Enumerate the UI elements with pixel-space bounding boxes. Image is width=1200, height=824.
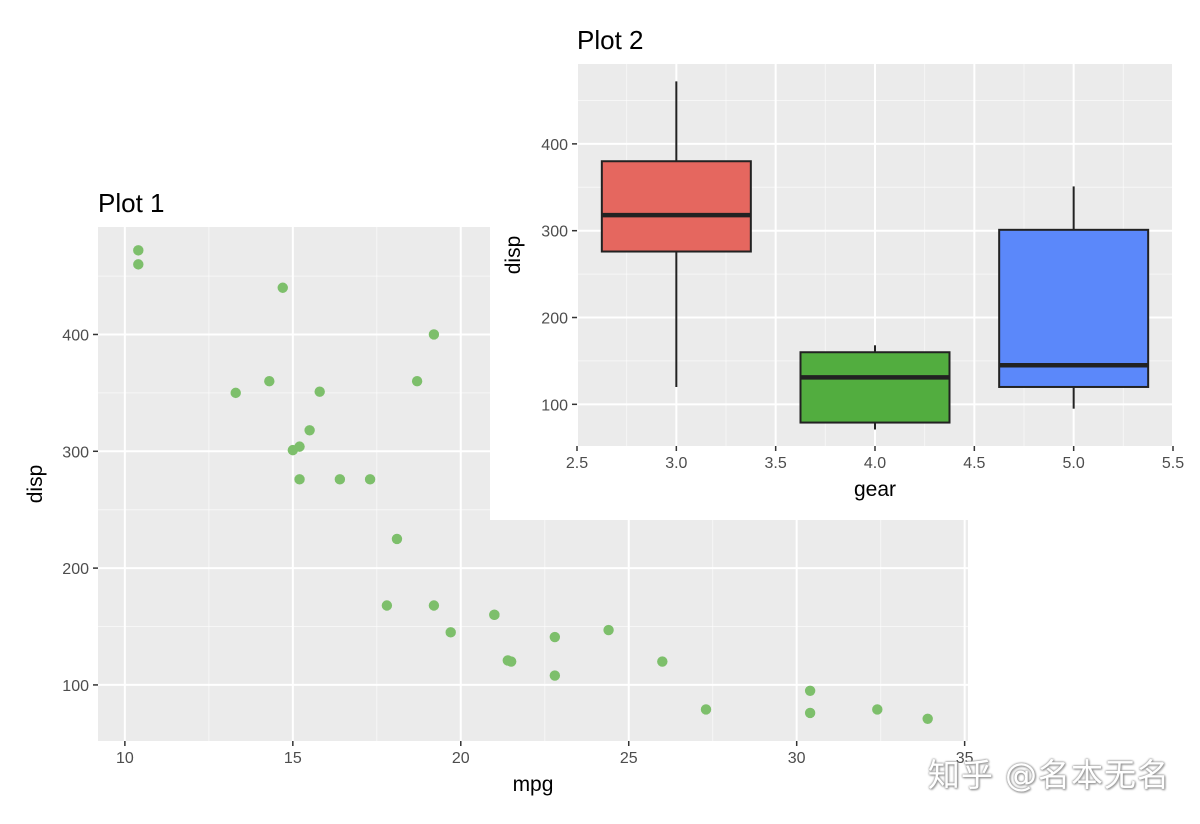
plot2-x-tick-label: 2.5 <box>566 455 588 472</box>
plot1-y-tick-label: 400 <box>62 327 89 344</box>
scatter-point <box>314 386 325 397</box>
plot1-title: Plot 1 <box>98 188 165 218</box>
scatter-point <box>700 704 712 715</box>
plot1-x-tick-label: 20 <box>452 750 470 767</box>
scatter-point <box>133 245 144 256</box>
plot1-x-axis-title: mpg <box>513 773 554 796</box>
scatter-point <box>549 670 561 681</box>
scatter-point <box>922 713 933 725</box>
plot2-x-tick-label: 3.0 <box>665 455 687 472</box>
box-body <box>600 160 752 253</box>
plot2-x-tick-label: 4.5 <box>963 455 985 472</box>
plot1-y-tick-label: 200 <box>62 561 89 578</box>
plot2-y-axis-title: disp <box>502 236 525 275</box>
scatter-point <box>277 282 288 293</box>
scatter-point <box>304 425 315 436</box>
plot1-x-tick-label: 10 <box>116 750 134 767</box>
box-body <box>998 228 1150 388</box>
plot2-x-axis-title: gear <box>854 478 896 501</box>
scatter-point <box>804 685 816 696</box>
scatter-point <box>411 376 423 387</box>
scatter-point <box>804 707 816 719</box>
plot1-y-tick-label: 100 <box>62 678 89 695</box>
plot1-x-tick-label: 25 <box>620 750 638 767</box>
scatter-point <box>381 600 393 611</box>
plot2-x-tick-label: 5.5 <box>1162 455 1184 472</box>
scatter-point <box>549 631 561 643</box>
plot2-y-tick-label: 300 <box>541 224 568 241</box>
scatter-point <box>428 600 440 611</box>
scatter-point <box>364 474 376 485</box>
plot1-y-axis-title: disp <box>24 465 47 504</box>
watermark-text: 知乎 @名本无名 <box>927 756 1170 794</box>
plot2-x-tick-label: 3.5 <box>765 455 787 472</box>
scatter-point <box>872 704 883 715</box>
plot2-title: Plot 2 <box>577 25 644 55</box>
plot1-x-tick-label: 15 <box>284 750 302 767</box>
scatter-point <box>133 259 144 270</box>
scatter-point <box>505 656 517 667</box>
plot2-y-tick-label: 400 <box>541 137 568 154</box>
plot2-x-tick-label: 5.0 <box>1063 455 1085 472</box>
box-body <box>799 351 951 424</box>
plot1-x-tick-label: 30 <box>788 750 806 767</box>
scatter-point <box>603 624 614 636</box>
scatter-point <box>264 376 275 387</box>
scatter-point <box>657 656 668 667</box>
scatter-point <box>294 441 305 452</box>
scatter-point <box>391 533 403 545</box>
scatter-point <box>428 329 440 340</box>
plot1-x-tick-label: 35 <box>956 750 974 767</box>
scatter-point <box>294 474 305 485</box>
plot2-x-tick-label: 4.0 <box>864 455 886 472</box>
scatter-point <box>334 474 346 485</box>
plot1-y-tick-label: 300 <box>62 444 89 461</box>
scatter-point <box>489 609 500 621</box>
scatter-point <box>445 627 456 638</box>
scatter-point <box>230 387 241 399</box>
plot2-y-tick-label: 100 <box>541 397 568 414</box>
plot2-boxplot: 2.5 3.0 3.5 4.0 4.5 5.0 5.5 100 200 300 400 Plot 2 g… <box>502 25 1184 501</box>
plot2-y-tick-label: 200 <box>541 311 568 328</box>
